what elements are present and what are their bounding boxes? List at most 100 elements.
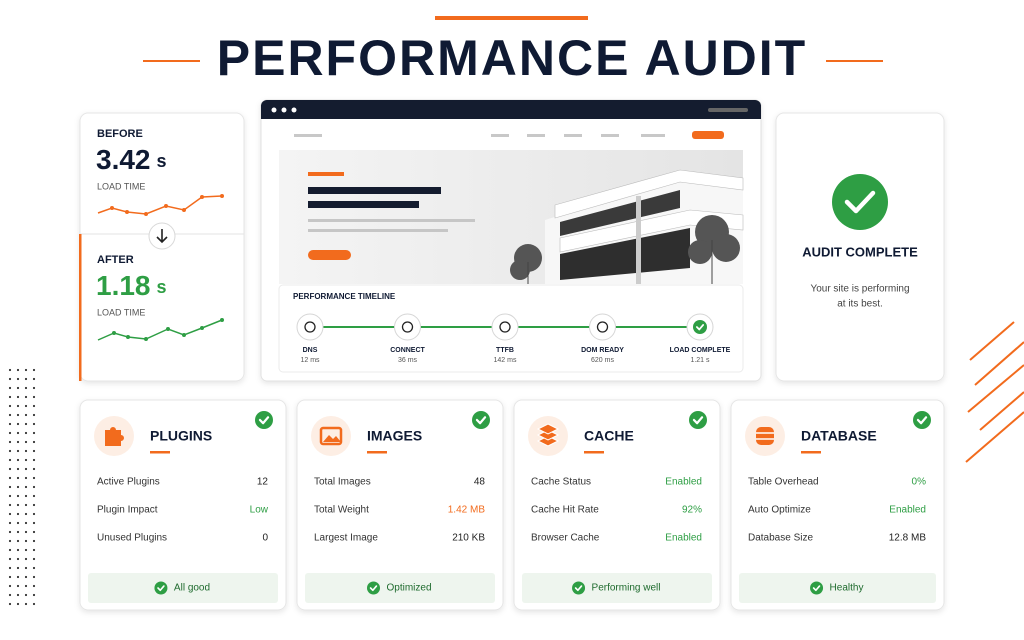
check-badge <box>689 411 707 429</box>
card-icon <box>756 427 774 445</box>
dot <box>8 395 12 399</box>
dot <box>24 413 28 417</box>
metric-card: IMAGES Total Images 48 Total Weight 1.42 MB L… <box>296 399 504 611</box>
step-time: 142 ms <box>494 357 517 364</box>
check-icon <box>157 585 165 592</box>
building-image <box>510 169 744 284</box>
check-badge <box>693 320 707 334</box>
dot <box>16 476 20 480</box>
check-icon <box>475 416 487 425</box>
dot <box>16 539 20 543</box>
dot <box>32 575 36 579</box>
dot <box>16 440 20 444</box>
check-badge <box>366 581 380 595</box>
check-icon <box>844 190 876 214</box>
dot <box>8 503 12 507</box>
step-label: CONNECT <box>390 347 425 354</box>
dot <box>32 458 36 462</box>
dot <box>24 431 28 435</box>
step-icon <box>401 321 414 333</box>
status-bar <box>305 573 495 603</box>
dot <box>24 467 28 471</box>
dot <box>8 530 12 534</box>
timeline-title: PERFORMANCE TIMELINE <box>293 292 396 301</box>
nav-items <box>294 134 665 137</box>
check-badge <box>255 411 273 429</box>
step-node <box>589 313 616 341</box>
dot <box>32 593 36 597</box>
step-node <box>296 313 324 341</box>
dot <box>32 449 36 453</box>
card-title: PLUGINS <box>150 428 212 444</box>
dot <box>24 539 28 543</box>
step-label: LOAD COMPLETE <box>670 347 731 354</box>
dot <box>32 377 36 381</box>
card-title: IMAGES <box>367 428 422 444</box>
dot <box>16 377 20 381</box>
hero-heading <box>308 201 419 208</box>
dot <box>32 395 36 399</box>
card <box>79 399 287 611</box>
dot <box>24 602 28 606</box>
row-value: 92% <box>682 505 702 516</box>
dot <box>24 575 28 579</box>
dot <box>32 503 36 507</box>
accent-line <box>143 60 200 62</box>
dot <box>24 386 28 390</box>
dot <box>8 422 12 426</box>
dot <box>24 593 28 597</box>
row-value: 1.42 MB <box>448 505 486 516</box>
dot <box>24 521 28 525</box>
dot <box>16 404 20 408</box>
card-icon <box>323 435 341 442</box>
title-underline <box>150 451 170 454</box>
dot <box>32 476 36 480</box>
check-icon <box>916 416 928 425</box>
card-title: CACHE <box>584 428 634 444</box>
dot <box>32 494 36 498</box>
card-icon <box>536 435 560 447</box>
dot <box>32 602 36 606</box>
dot <box>8 494 12 498</box>
before-unit: s <box>157 151 167 171</box>
step-icon <box>304 321 316 333</box>
dot <box>8 431 12 435</box>
status-bar <box>88 573 278 603</box>
hero-accent <box>308 172 344 176</box>
dot <box>8 602 12 606</box>
dot <box>8 557 12 561</box>
status-text: Healthy <box>830 583 864 594</box>
after-accent <box>79 234 82 381</box>
before-number: 3.42 <box>96 144 151 175</box>
check-icon <box>812 585 821 592</box>
dot <box>24 368 28 372</box>
dot <box>24 512 28 516</box>
title-underline <box>801 451 821 454</box>
dot <box>16 521 20 525</box>
card <box>513 399 721 611</box>
dot <box>16 386 20 390</box>
sparkline-points <box>110 194 224 216</box>
dot <box>32 467 36 471</box>
title-underline <box>584 451 604 454</box>
card <box>775 112 945 382</box>
page-title: PERFORMANCE AUDIT <box>217 30 807 86</box>
row-label: Database Size <box>748 533 813 544</box>
row-label: Total Images <box>314 477 371 488</box>
step-time: 36 ms <box>398 357 418 364</box>
dot <box>32 440 36 444</box>
row-label: Unused Plugins <box>97 533 167 544</box>
step-time: 12 ms <box>300 357 320 364</box>
status-text: at its best. <box>837 299 883 310</box>
dot <box>32 485 36 489</box>
row-label: Table Overhead <box>748 477 819 488</box>
title-underline <box>367 451 387 454</box>
row-label: Active Plugins <box>97 477 160 488</box>
metric-card: PLUGINS Active Plugins 12 Plugin Impact Low U… <box>79 399 287 611</box>
address-bar <box>708 108 748 112</box>
nav-button <box>692 131 724 139</box>
browser-bar <box>261 100 761 119</box>
dot <box>24 530 28 534</box>
